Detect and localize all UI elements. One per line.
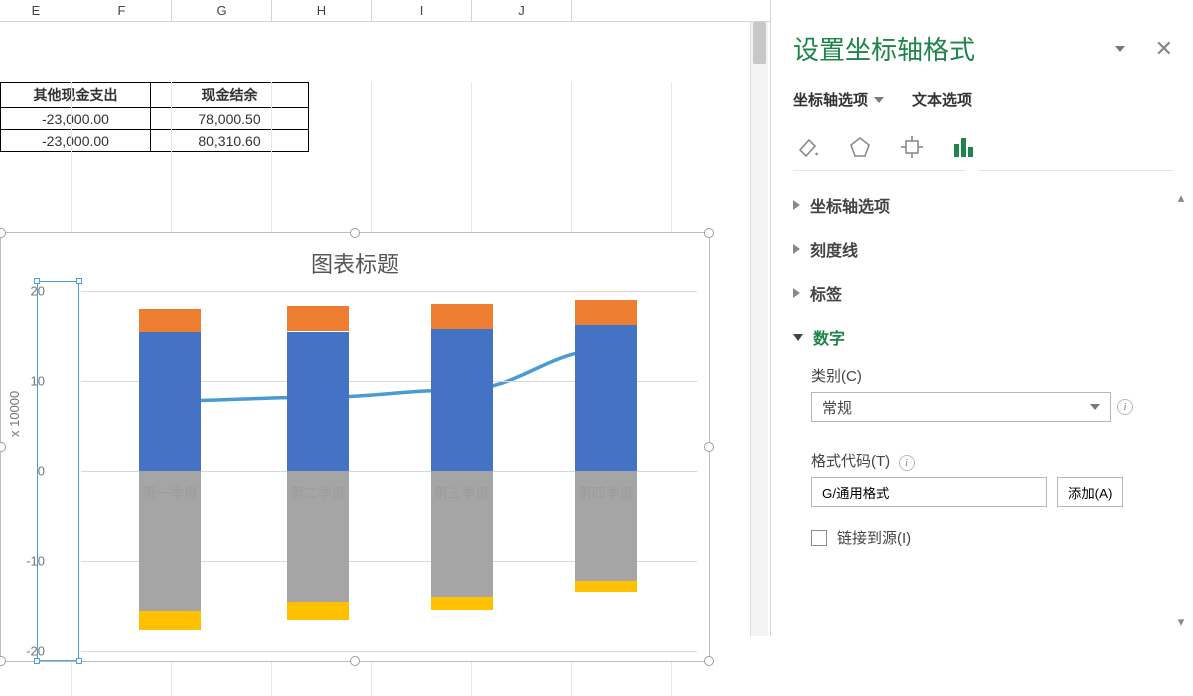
col-header-g[interactable]: G — [172, 0, 272, 21]
bar-segment — [575, 581, 637, 592]
resize-handle[interactable] — [350, 656, 360, 666]
pane-title: 设置坐标轴格式 — [793, 30, 975, 67]
bar-segment — [431, 597, 493, 610]
resize-handle[interactable] — [704, 656, 714, 666]
y-tick-label: 0 — [5, 464, 45, 479]
tab-text-options[interactable]: 文本选项 — [912, 89, 972, 110]
dropdown-value: 常规 — [822, 397, 852, 418]
effects-icon[interactable] — [845, 132, 875, 162]
sheet-scrollbar[interactable] — [750, 22, 768, 636]
category-label: 第三季度 — [402, 483, 522, 503]
resize-handle[interactable] — [0, 228, 6, 238]
cell[interactable]: -23,000.00 — [1, 130, 151, 152]
y-tick-label: 20 — [5, 284, 45, 299]
info-icon[interactable]: i — [1117, 399, 1133, 415]
col-header-i[interactable]: I — [372, 0, 472, 21]
gridline — [81, 651, 697, 652]
resize-handle[interactable] — [704, 228, 714, 238]
section-number[interactable]: 数字 — [793, 315, 1173, 359]
tab-axis-options[interactable]: 坐标轴选项 — [793, 89, 884, 110]
data-table[interactable]: 其他现金支出 现金结余 -23,000.00 78,000.50 -23,000… — [0, 82, 309, 152]
chevron-down-icon — [874, 97, 884, 103]
expand-icon — [793, 244, 800, 254]
bar-stack-negative[interactable] — [431, 291, 493, 651]
tab-label: 文本选项 — [912, 89, 972, 110]
section-label: 数字 — [813, 325, 845, 349]
table-row[interactable]: -23,000.00 78,000.50 — [1, 108, 309, 130]
y-tick-label: -20 — [5, 644, 45, 659]
format-code-input[interactable] — [811, 477, 1047, 507]
grid-body[interactable]: 其他现金支出 现金结余 -23,000.00 78,000.50 -23,000… — [0, 82, 770, 696]
plot-area[interactable]: 20100-10-20第一季度第二季度第三季度第四季度 — [49, 291, 697, 651]
spreadsheet-area: E F G H I J 其他现金支出 现金结余 -23,000.00 78,00… — [0, 0, 770, 636]
bar-stack-negative[interactable] — [575, 291, 637, 651]
resize-handle[interactable] — [704, 442, 714, 452]
y-tick-label: -10 — [5, 554, 45, 569]
cell[interactable]: 78,000.50 — [151, 108, 309, 130]
tab-label: 坐标轴选项 — [793, 89, 868, 110]
resize-handle[interactable] — [350, 228, 360, 238]
resize-handle[interactable] — [0, 442, 6, 452]
section-axis-options[interactable]: 坐标轴选项 — [793, 183, 1173, 227]
table-header-cash-balance: 现金结余 — [151, 83, 309, 108]
section-label: 刻度线 — [810, 237, 858, 261]
axis-options-icon[interactable] — [949, 132, 979, 162]
collapse-icon — [793, 334, 803, 341]
pane-options-dropdown-icon[interactable] — [1115, 46, 1125, 52]
link-to-source-label: 链接到源(I) — [837, 527, 911, 548]
table-header-other-cash-out: 其他现金支出 — [1, 83, 151, 108]
cell[interactable]: 80,310.60 — [151, 130, 309, 152]
bar-segment — [139, 611, 201, 631]
scroll-down-icon[interactable]: ▾ — [1173, 614, 1189, 630]
close-pane-icon[interactable]: ✕ — [1155, 36, 1173, 62]
y-axis-title[interactable]: x 10000 — [7, 391, 22, 437]
chart-title[interactable]: 图表标题 — [1, 247, 709, 279]
bar-segment — [287, 602, 349, 620]
section-number-body: 类别(C) 常规 i 格式代码(T) i 添加(A) 链接到源(I) — [793, 365, 1173, 548]
category-label: 第二季度 — [258, 483, 378, 503]
format-axis-pane: 设置坐标轴格式 ✕ 坐标轴选项 文本选项 坐标轴选项 — [770, 0, 1193, 636]
y-tick-label: 10 — [5, 374, 45, 389]
col-header-f[interactable]: F — [72, 0, 172, 21]
section-tick-marks[interactable]: 刻度线 — [793, 227, 1173, 271]
chart-object[interactable]: 图表标题 x 10000 20 10 0 -10 -20 第一季度 第二季度 第三季度 第四季度 — [0, 232, 710, 662]
category-dropdown[interactable]: 常规 — [811, 392, 1111, 422]
mode-icon-row — [793, 132, 1173, 171]
category-label: 第四季度 — [546, 483, 666, 503]
add-button[interactable]: 添加(A) — [1057, 477, 1123, 507]
cell[interactable]: -23,000.00 — [1, 108, 151, 130]
category-label: 第一季度 — [110, 483, 230, 503]
expand-icon — [793, 288, 800, 298]
category-label: 类别(C) — [811, 365, 1173, 386]
link-to-source-checkbox[interactable] — [811, 530, 827, 546]
col-header-h[interactable]: H — [272, 0, 372, 21]
chevron-down-icon — [1090, 404, 1100, 410]
section-label: 坐标轴选项 — [810, 193, 890, 217]
table-row[interactable]: -23,000.00 80,310.60 — [1, 130, 309, 152]
fill-line-icon[interactable] — [793, 132, 823, 162]
scrollbar-thumb[interactable] — [753, 22, 766, 64]
col-header-j[interactable]: J — [472, 0, 572, 21]
col-header-e[interactable]: E — [0, 0, 72, 21]
bar-stack-negative[interactable] — [139, 291, 201, 651]
size-properties-icon[interactable] — [897, 132, 927, 162]
info-icon[interactable]: i — [899, 455, 915, 471]
pane-scrollbar[interactable]: ▴ ▾ — [1173, 190, 1189, 630]
expand-icon — [793, 200, 800, 210]
bar-stack-negative[interactable] — [287, 291, 349, 651]
sections: 坐标轴选项 刻度线 标签 数字 类别(C) 常规 i — [793, 183, 1173, 548]
column-headers: E F G H I J — [0, 0, 770, 22]
section-label: 标签 — [810, 281, 842, 305]
scroll-up-icon[interactable]: ▴ — [1173, 190, 1189, 206]
section-labels[interactable]: 标签 — [793, 271, 1173, 315]
format-code-label: 格式代码(T) i — [811, 450, 1173, 471]
